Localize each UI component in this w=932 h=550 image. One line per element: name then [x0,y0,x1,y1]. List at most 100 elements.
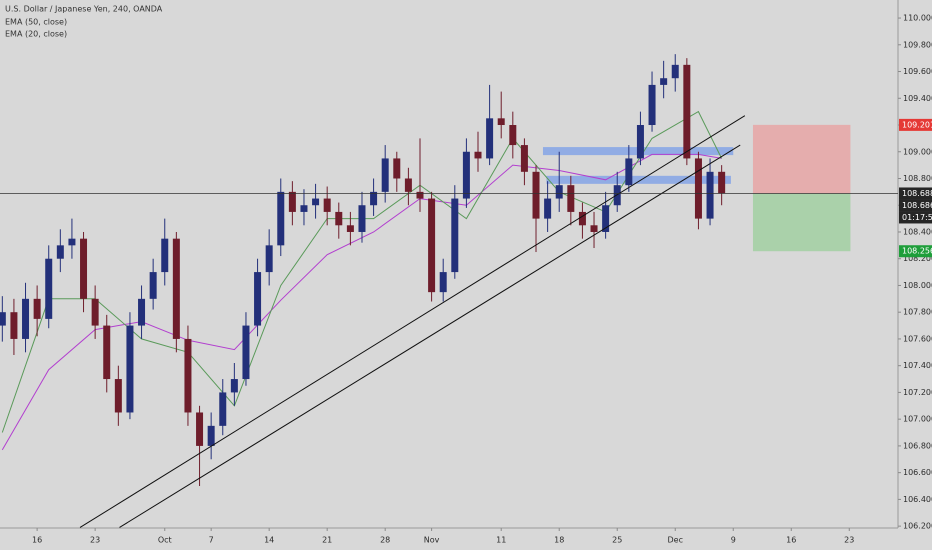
y-tick-label: 108.200 [903,254,932,263]
y-tick-label: 106.800 [903,441,932,450]
candle-body [323,198,331,212]
x-tick-label: 11 [496,536,506,545]
candle-body [625,158,633,186]
y-tick-label: 108.000 [903,281,932,290]
y-tick-label: 106.400 [903,495,932,504]
candle-body [660,78,668,85]
candle-body [602,205,610,232]
candle-body [358,205,366,232]
candle-body [706,171,714,219]
trendline [79,115,746,528]
y-tick-label: 109.400 [903,94,932,103]
y-tick-label: 106.200 [903,522,932,531]
last-price-tag: 108.686 [902,201,932,210]
x-tick-label: 7 [209,536,214,545]
x-tick-label: Dec [667,536,682,545]
stop-zone [752,124,851,194]
candle-body [462,151,470,199]
candle-body [486,118,494,159]
x-tick-label: 23 [90,536,100,545]
candle-body [254,272,262,326]
candle-body [335,211,343,226]
candle-body [91,298,99,326]
candle-body [590,225,598,232]
ema-line [1,110,723,433]
candle-body [567,185,575,212]
y-tick-label: 107.600 [903,334,932,343]
candle-body [404,178,412,192]
x-tick-label: 18 [554,536,564,545]
legend-entry: EMA (50, close) [5,18,67,27]
candle-body [265,245,273,273]
candle-body [45,258,53,319]
y-tick-label: 109.600 [903,67,932,76]
ema-line [1,153,722,451]
stop-price-tag-bg [899,118,932,131]
y-tick-label: 110.000 [903,14,932,23]
y-tick-label: 109.000 [903,147,932,156]
x-tick-label: Nov [424,536,440,545]
target-price-tag-bg [899,245,932,258]
candle-body [138,298,146,326]
candle-body [346,225,354,232]
x-tick-label: 16 [32,536,42,545]
target-price-tag: 108.256 [902,247,932,256]
y-tick-label: 107.000 [903,415,932,424]
candle-body [636,125,644,159]
candle-body [184,338,192,413]
candle-body [497,118,505,126]
x-tick-label: 25 [612,536,622,545]
candle-body [428,198,436,293]
candle-body [694,158,702,219]
candle-body [683,64,691,159]
y-tick-label: 108.400 [903,227,932,236]
candle-body [219,392,227,426]
entry-price-tag: 108.688 [902,189,932,198]
candle-body [370,191,378,206]
candle-body [230,379,238,393]
candle-body [22,298,30,339]
candle-body [532,171,540,219]
y-tick-label: 107.200 [903,388,932,397]
entry-price-tag-bg [899,187,932,200]
candle-body [68,238,76,246]
candle-body [126,325,134,413]
candle-body [114,379,122,413]
y-tick-label: 108.800 [903,174,932,183]
target-zone [752,193,851,252]
candle-body [33,298,41,319]
y-tick-label: 107.800 [903,308,932,317]
candle-body [474,151,482,159]
trendline [119,144,741,528]
candle-body [555,185,563,199]
candle-body [149,272,157,299]
candle-body [509,125,517,146]
candle-body [172,238,180,339]
y-tick-label: 106.600 [903,468,932,477]
candle-body [288,191,296,212]
legend-entry: EMA (20, close) [5,30,67,39]
candle-body [300,205,308,212]
candle-body [312,198,320,206]
candle-body [544,198,552,219]
candle-body [0,312,6,326]
candle-body [416,191,424,199]
candle-body [277,191,285,246]
candle-body [520,145,528,172]
x-tick-label: 16 [786,536,796,545]
candle-body [451,198,459,273]
candle-body [578,211,586,226]
countdown-bg [899,211,932,224]
candle-body [393,158,401,179]
candle-body [10,312,18,339]
candle-body [439,272,447,293]
candle-body [56,245,64,259]
support-zone [546,175,731,184]
candle-body [648,84,656,126]
candle-body [196,412,204,446]
x-tick-label: 23 [844,536,854,545]
x-tick-label: 21 [322,536,332,545]
